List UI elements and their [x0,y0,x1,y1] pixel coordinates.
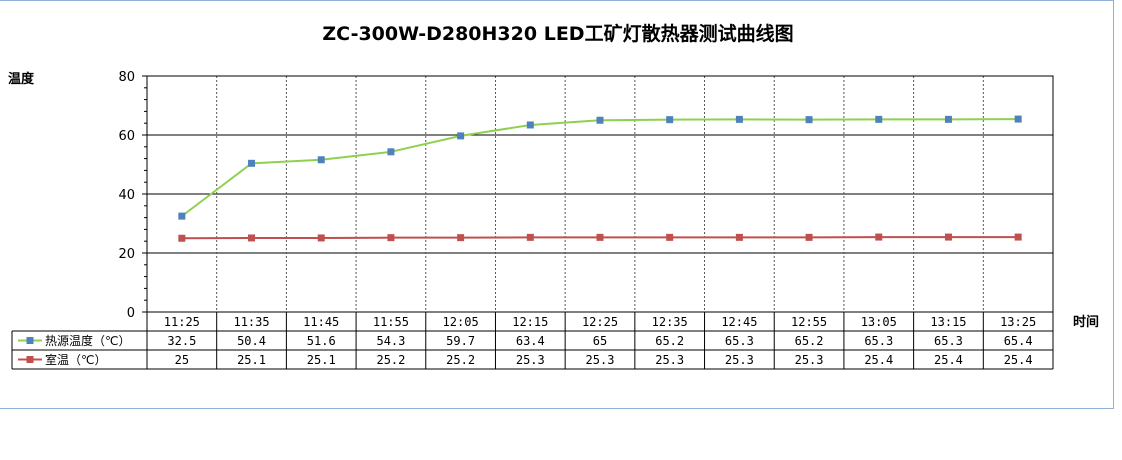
data-point [735,115,743,123]
x-axis-label: 时间 [1073,314,1099,330]
data-label: 65.2 [655,334,684,348]
data-point [457,234,465,242]
data-label: 65.2 [795,334,824,348]
x-tick-label: 12:15 [512,315,548,329]
x-tick-label: 13:05 [861,315,897,329]
data-label: 25 [175,353,189,367]
x-tick-label: 12:35 [652,315,688,329]
y-tick-label: 80 [118,70,135,85]
data-label: 65.3 [864,334,893,348]
data-point [387,148,395,156]
data-point [735,233,743,241]
data-point [317,234,325,242]
data-label: 50.4 [237,334,266,348]
data-label: 25.3 [655,353,684,367]
data-point [178,234,186,242]
data-label: 25.2 [446,353,475,367]
data-point [666,233,674,241]
x-tick-label: 13:25 [1000,315,1036,329]
data-point [457,132,465,140]
chart-frame [0,0,1114,409]
y-tick-label: 20 [118,247,135,262]
data-point [178,212,186,220]
data-label: 25.3 [516,353,545,367]
data-point [248,234,256,242]
data-label: 25.3 [586,353,615,367]
data-point [526,121,534,129]
y-tick-label: 40 [118,188,135,203]
legend-marker [26,356,34,363]
data-label: 65 [593,334,607,348]
chart-title: ZC-300W-D280H320 LED工矿灯散热器测试曲线图 [322,22,793,45]
data-point [1014,115,1022,123]
data-label: 25.3 [725,353,754,367]
plot-area: 0 20 40 60 80 [118,70,1054,321]
data-point [248,159,256,167]
data-label: 25.4 [864,353,893,367]
data-point [805,116,813,124]
x-tick-label: 12:45 [721,315,757,329]
data-label: 25.1 [307,353,336,367]
data-label: 65.3 [725,334,754,348]
y-tick-label: 60 [118,129,135,144]
data-label: 25.1 [237,353,266,367]
data-point [596,116,604,124]
x-tick-label: 12:05 [443,315,479,329]
data-table: 11:25 11:35 11:45 11:55 12:05 12:15 12:25 12:35… [11,311,1054,370]
data-label: 59.7 [446,334,475,348]
legend-label: 热源温度（℃） [45,333,130,348]
data-label: 63.4 [516,334,545,348]
x-tick-label: 11:55 [373,315,409,329]
data-label: 54.3 [376,334,405,348]
x-tick-label: 13:15 [930,315,966,329]
data-point [1014,233,1022,241]
data-label: 65.3 [934,334,963,348]
x-tick-label: 12:55 [791,315,827,329]
legend-label: 室温（℃） [45,352,106,367]
y-axis-label: 温度 [8,71,35,87]
data-label: 25.4 [1004,353,1033,367]
x-tick-label: 11:45 [303,315,339,329]
data-label: 51.6 [307,334,336,348]
legend-marker [26,337,34,344]
data-label: 25.4 [934,353,963,367]
x-tick-label: 11:35 [233,315,269,329]
data-point [944,115,952,123]
data-point [805,233,813,241]
x-tick-label: 11:25 [164,315,200,329]
data-point [387,234,395,242]
data-point [666,116,674,124]
data-point [317,156,325,164]
data-label: 25.2 [376,353,405,367]
series-line [181,118,1019,217]
data-label: 65.4 [1004,334,1033,348]
data-point [875,115,883,123]
data-label: 32.5 [167,334,196,348]
data-point [596,233,604,241]
x-tick-label: 12:25 [582,315,618,329]
data-point [526,233,534,241]
data-point [875,233,883,241]
data-point [944,233,952,241]
data-label: 25.3 [795,353,824,367]
y-tick-label: 0 [127,306,135,321]
